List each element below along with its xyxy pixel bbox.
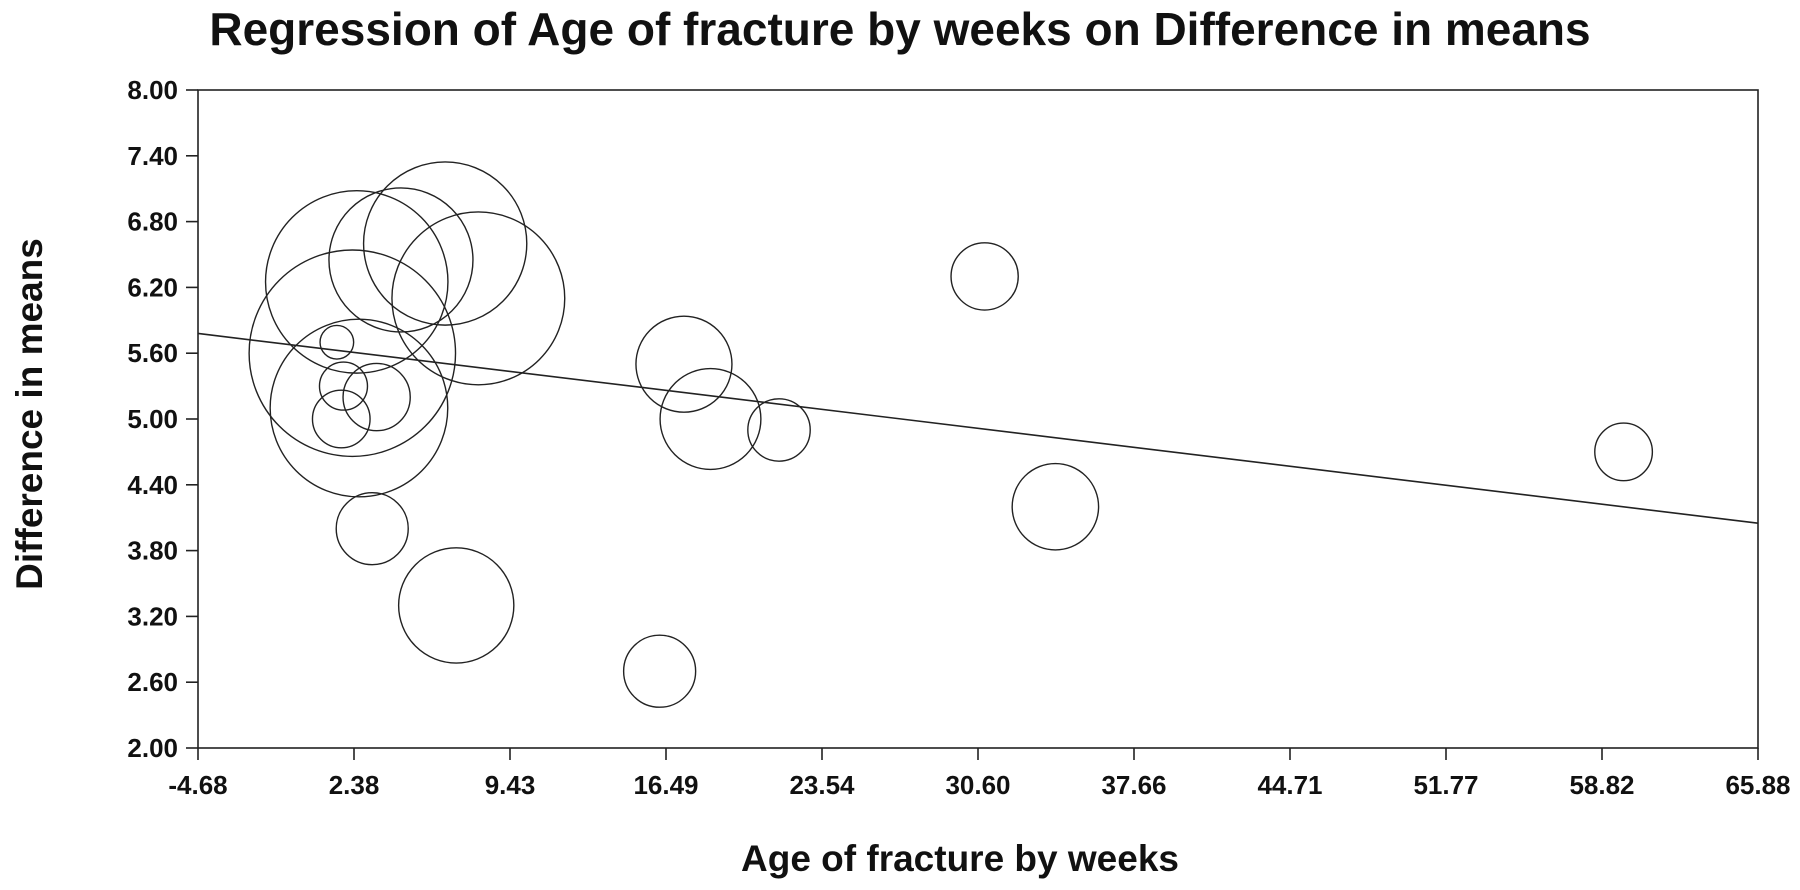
y-axis-ticks: 2.00 2.60 3.20 3.80 4.40 5.00 5.60 6.20 6.80 7.40… <box>127 75 198 763</box>
x-tick-label: 58.82 <box>1569 770 1634 800</box>
x-tick-label: 23.54 <box>789 770 855 800</box>
regression-line-group <box>197 332 1759 524</box>
data-bubble <box>342 362 411 432</box>
x-axis-label: Age of fracture by weeks <box>741 838 1179 879</box>
x-tick-label: 2.38 <box>329 770 380 800</box>
y-tick-label: 5.00 <box>127 404 178 434</box>
y-tick-label: 2.60 <box>127 667 178 697</box>
data-bubbles <box>248 161 1654 708</box>
data-bubble <box>335 491 409 566</box>
x-tick-label: 51.77 <box>1413 770 1478 800</box>
data-bubble <box>747 398 811 462</box>
data-bubble <box>1011 462 1100 551</box>
y-tick-label: 7.40 <box>127 141 178 171</box>
x-axis-ticks: -4.68 2.38 9.43 16.49 23.54 30.60 37.66 44.71 51… <box>168 748 1791 800</box>
data-bubble <box>362 161 528 326</box>
x-tick-label: 65.88 <box>1725 770 1790 800</box>
y-tick-label: 6.80 <box>127 207 178 237</box>
y-tick-label: 3.80 <box>127 536 178 566</box>
x-tick-label: 44.71 <box>1257 770 1322 800</box>
data-bubble <box>397 547 515 664</box>
regression-line <box>197 332 1759 524</box>
data-bubble <box>635 315 733 413</box>
y-tick-label: 8.00 <box>127 75 178 105</box>
x-tick-label: 16.49 <box>633 770 698 800</box>
chart-title: Regression of Age of fracture by weeks o… <box>209 3 1591 55</box>
data-bubble <box>1594 422 1654 482</box>
y-axis-label: Difference in means <box>9 238 50 590</box>
data-bubble <box>391 211 566 386</box>
y-tick-label: 2.00 <box>127 733 178 763</box>
data-bubble <box>318 361 369 411</box>
data-bubble <box>319 324 355 360</box>
data-bubble <box>950 242 1019 311</box>
y-tick-label: 4.40 <box>127 470 178 500</box>
x-tick-label: 37.66 <box>1101 770 1166 800</box>
data-bubble <box>264 190 449 374</box>
data-bubble <box>328 187 474 333</box>
data-bubble <box>659 367 762 471</box>
y-tick-label: 5.60 <box>127 338 178 368</box>
y-tick-label: 6.20 <box>127 272 178 302</box>
data-bubble <box>622 634 697 708</box>
data-bubble <box>311 389 371 449</box>
x-tick-label: 9.43 <box>485 770 536 800</box>
y-tick-label: 3.20 <box>127 601 178 631</box>
data-bubble <box>248 249 457 458</box>
x-tick-label: 30.60 <box>945 770 1010 800</box>
x-tick-label: -4.68 <box>168 770 227 800</box>
